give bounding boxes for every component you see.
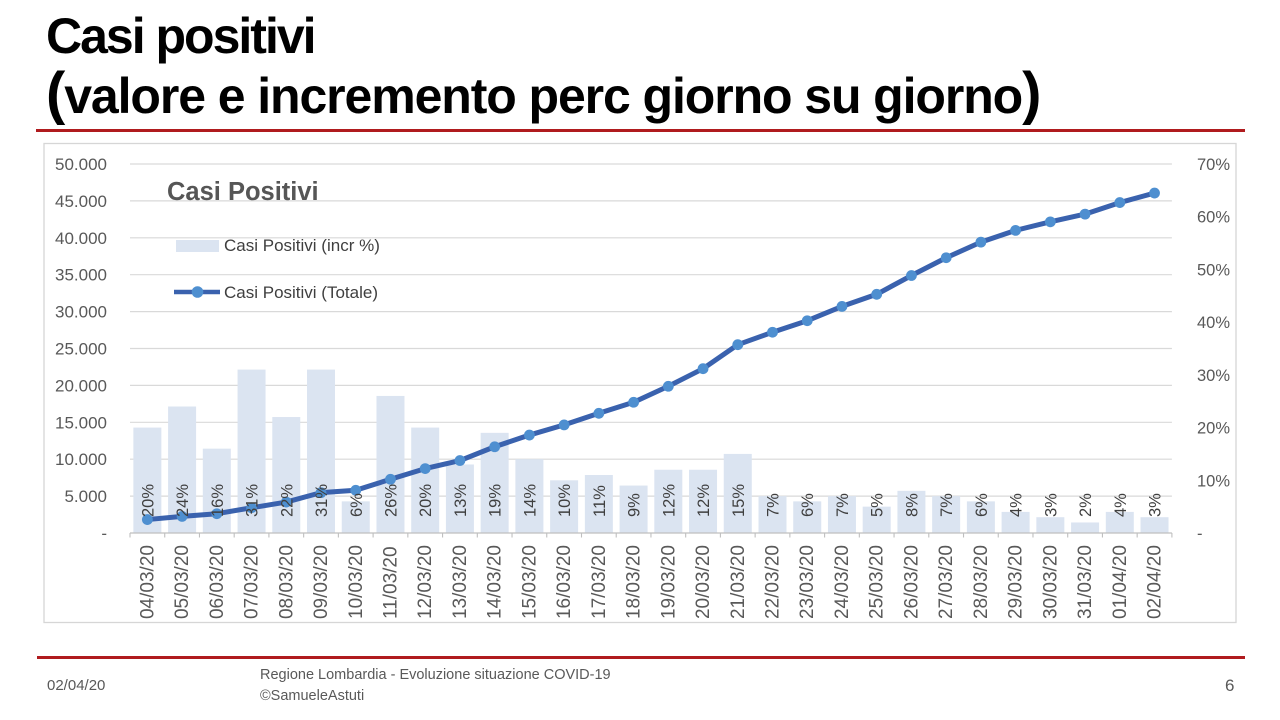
svg-text:8%: 8% xyxy=(903,493,921,517)
svg-text:18/03/20: 18/03/20 xyxy=(624,545,645,619)
svg-text:24%: 24% xyxy=(174,484,192,517)
svg-text:15%: 15% xyxy=(730,484,748,517)
svg-text:12%: 12% xyxy=(660,484,678,517)
svg-text:7%: 7% xyxy=(834,493,852,517)
svg-text:14%: 14% xyxy=(521,484,539,517)
svg-text:20.000: 20.000 xyxy=(55,376,107,395)
svg-text:15/03/20: 15/03/20 xyxy=(519,545,540,619)
svg-text:Casi Positivi: Casi Positivi xyxy=(167,178,319,206)
svg-text:4%: 4% xyxy=(1112,493,1130,517)
svg-text:30.000: 30.000 xyxy=(55,303,107,322)
svg-text:07/03/20: 07/03/20 xyxy=(242,545,263,619)
svg-text:12%: 12% xyxy=(695,484,713,517)
svg-text:27/03/20: 27/03/20 xyxy=(936,545,957,619)
svg-text:20%: 20% xyxy=(417,484,435,517)
svg-text:40.000: 40.000 xyxy=(55,229,107,248)
svg-text:11%: 11% xyxy=(591,485,609,517)
svg-text:30%: 30% xyxy=(1197,367,1230,385)
svg-text:9%: 9% xyxy=(626,493,644,517)
svg-text:50%: 50% xyxy=(1197,261,1230,279)
svg-text:3%: 3% xyxy=(1147,493,1165,517)
svg-text:10%: 10% xyxy=(556,484,574,517)
svg-text:02/04/20: 02/04/20 xyxy=(1145,545,1166,619)
svg-text:14/03/20: 14/03/20 xyxy=(485,545,506,619)
svg-text:6%: 6% xyxy=(799,493,817,517)
svg-text:11/03/20: 11/03/20 xyxy=(380,546,401,619)
svg-text:28/03/20: 28/03/20 xyxy=(971,545,992,619)
svg-text:25.000: 25.000 xyxy=(55,340,107,359)
svg-text:08/03/20: 08/03/20 xyxy=(276,545,297,619)
svg-text:31%: 31% xyxy=(313,484,331,517)
svg-text:16%: 16% xyxy=(209,484,227,517)
svg-text:-: - xyxy=(101,524,107,543)
svg-text:4%: 4% xyxy=(1008,493,1026,517)
svg-text:15.000: 15.000 xyxy=(55,413,107,432)
svg-text:Casi Positivi (incr %): Casi Positivi (incr %) xyxy=(224,236,380,255)
svg-text:13/03/20: 13/03/20 xyxy=(450,545,471,619)
svg-text:01/04/20: 01/04/20 xyxy=(1110,545,1131,619)
svg-text:60%: 60% xyxy=(1197,209,1230,227)
svg-text:24/03/20: 24/03/20 xyxy=(832,545,853,619)
svg-text:6%: 6% xyxy=(348,493,366,517)
svg-text:29/03/20: 29/03/20 xyxy=(1006,545,1027,619)
svg-text:17/03/20: 17/03/20 xyxy=(589,545,610,619)
svg-text:25/03/20: 25/03/20 xyxy=(867,545,888,619)
svg-text:-: - xyxy=(1197,525,1203,543)
svg-text:3%: 3% xyxy=(1042,493,1060,517)
svg-text:10/03/20: 10/03/20 xyxy=(346,545,367,619)
svg-text:40%: 40% xyxy=(1197,314,1230,332)
svg-text:22/03/20: 22/03/20 xyxy=(763,545,784,619)
svg-text:5%: 5% xyxy=(869,493,887,517)
svg-text:50.000: 50.000 xyxy=(55,155,107,174)
svg-text:21/03/20: 21/03/20 xyxy=(728,545,749,619)
svg-text:6%: 6% xyxy=(973,493,991,517)
svg-text:20%: 20% xyxy=(139,484,157,517)
svg-text:45.000: 45.000 xyxy=(55,192,107,211)
svg-text:Casi Positivi (Totale): Casi Positivi (Totale) xyxy=(224,283,378,302)
svg-text:70%: 70% xyxy=(1197,156,1230,174)
svg-text:06/03/20: 06/03/20 xyxy=(207,545,228,619)
svg-text:7%: 7% xyxy=(938,493,956,517)
svg-text:16/03/20: 16/03/20 xyxy=(554,545,575,619)
svg-text:2%: 2% xyxy=(1077,493,1095,517)
svg-text:31%: 31% xyxy=(244,484,262,517)
svg-text:05/03/20: 05/03/20 xyxy=(172,545,193,619)
svg-text:5.000: 5.000 xyxy=(64,487,107,506)
svg-text:22%: 22% xyxy=(278,484,296,517)
svg-text:31/03/20: 31/03/20 xyxy=(1075,545,1096,619)
svg-text:20%: 20% xyxy=(1197,420,1230,438)
svg-text:10%: 10% xyxy=(1197,472,1230,490)
svg-text:04/03/20: 04/03/20 xyxy=(137,545,158,619)
svg-text:7%: 7% xyxy=(765,493,783,517)
svg-text:19/03/20: 19/03/20 xyxy=(658,545,679,619)
svg-text:13%: 13% xyxy=(452,484,470,517)
svg-text:10.000: 10.000 xyxy=(55,450,107,469)
svg-text:30/03/20: 30/03/20 xyxy=(1040,545,1061,619)
svg-text:09/03/20: 09/03/20 xyxy=(311,545,332,619)
svg-text:12/03/20: 12/03/20 xyxy=(415,545,436,619)
svg-text:35.000: 35.000 xyxy=(55,266,107,285)
svg-text:19%: 19% xyxy=(487,484,505,517)
svg-text:23/03/20: 23/03/20 xyxy=(797,545,818,619)
svg-text:20/03/20: 20/03/20 xyxy=(693,545,714,619)
svg-text:26/03/20: 26/03/20 xyxy=(901,545,922,619)
svg-text:26%: 26% xyxy=(382,484,400,517)
